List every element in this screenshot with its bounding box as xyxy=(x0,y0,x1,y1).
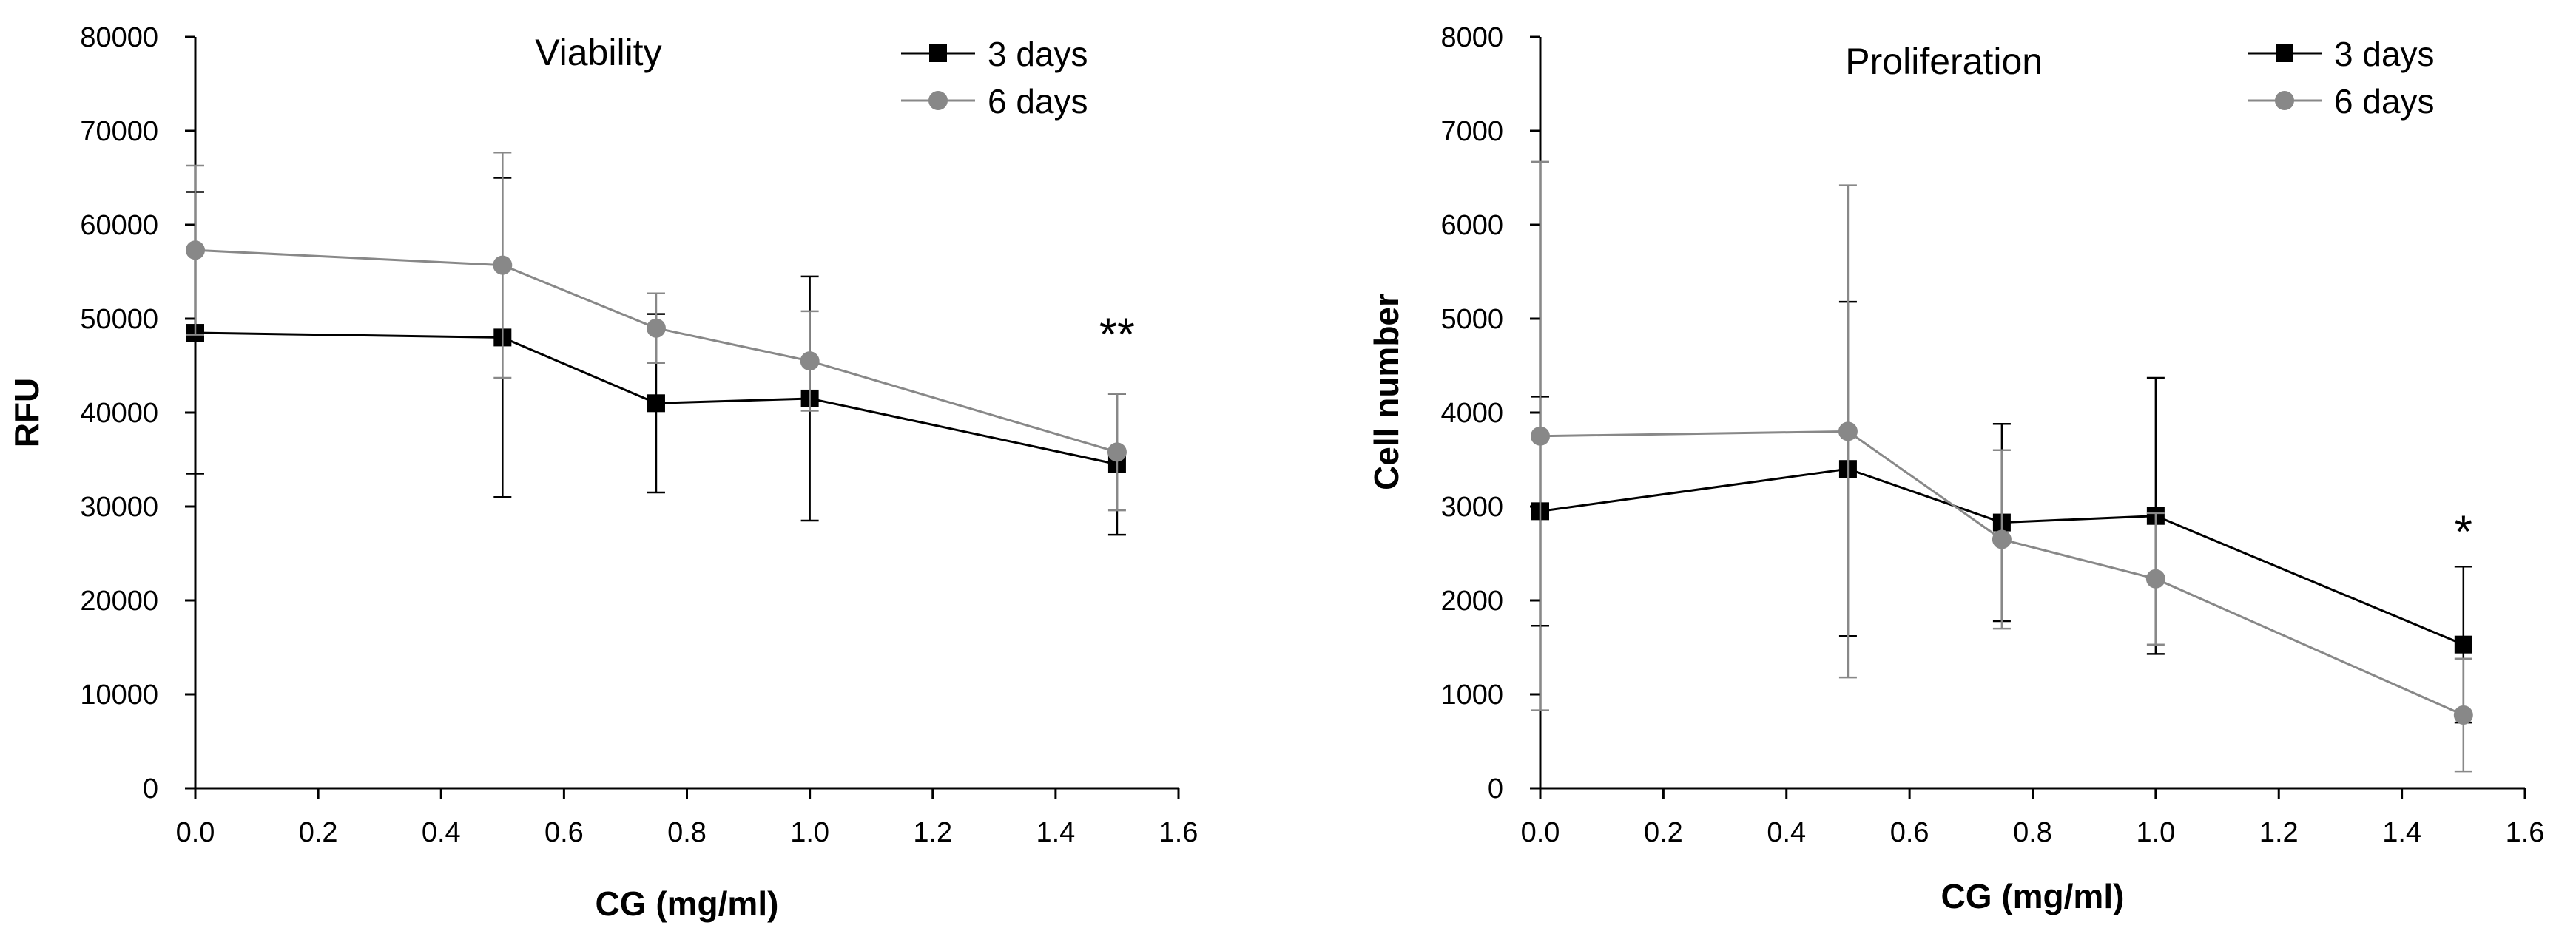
chart-2-series-2-point xyxy=(1531,426,1550,446)
chart-2-y-axis-label: Cell number xyxy=(1367,294,1406,490)
chart-1-y-tick-label: 50000 xyxy=(80,304,158,335)
chart-2-y-tick-label: 1000 xyxy=(1440,680,1503,711)
chart-1-y-axis-label: RFU xyxy=(7,378,46,448)
chart-2-y-tick-label: 3000 xyxy=(1440,492,1503,523)
chart-1-legend-marker xyxy=(928,91,948,110)
chart-1-y-tick-label: 80000 xyxy=(80,22,158,53)
chart-1-legend-item-2: 6 days xyxy=(901,82,1088,121)
chart-2-x-tick-label: 0.2 xyxy=(1644,817,1683,848)
chart-2-series-2-point xyxy=(2453,705,2473,725)
chart-2-legend-label: 3 days xyxy=(2334,35,2435,73)
chart-1-y-tick-label: 20000 xyxy=(80,586,158,617)
chart-2-legend-item-2: 6 days xyxy=(2248,82,2435,121)
chart-2-series-2-point xyxy=(1838,421,1858,441)
chart-2: 0 1000 2000 3000 4000 5000 6000 7000 8000 0.0 0.2 0… xyxy=(1367,22,2544,915)
chart-1-y-tick-label: 40000 xyxy=(80,398,158,429)
chart-1-x-tick-label: 1.2 xyxy=(913,817,952,848)
chart-1-y-tick-label: 70000 xyxy=(80,116,158,147)
chart-2-legend-marker xyxy=(2275,91,2294,110)
chart-2-y-tick-label: 7000 xyxy=(1440,116,1503,147)
chart-2-legend-label: 6 days xyxy=(2334,82,2435,121)
chart-2-x-tick-label: 1.6 xyxy=(2506,817,2545,848)
chart-1-legend-label: 6 days xyxy=(988,82,1088,121)
chart-1-series-2-point xyxy=(493,255,513,275)
chart-1-series-2-point xyxy=(1107,442,1127,462)
chart-2-legend-marker xyxy=(2276,44,2293,62)
chart-2-y-tick-label: 6000 xyxy=(1440,210,1503,241)
chart-1-legend-item-1: 3 days xyxy=(901,35,1088,73)
chart-2-y-tick-label: 0 xyxy=(1488,773,1503,805)
chart-1-significance-label: ** xyxy=(1099,310,1135,361)
chart-1-x-tick-label: 0.0 xyxy=(176,817,215,848)
chart-2-significance-label: * xyxy=(2455,507,2472,558)
chart-1-x-tick-label: 0.2 xyxy=(299,817,338,848)
chart-2-series-2-point xyxy=(2145,569,2165,589)
chart-1-series-2-point xyxy=(646,318,666,338)
chart-2-x-axis-label: CG (mg/ml) xyxy=(1941,877,2125,915)
chart-2-x-tick-label: 0.4 xyxy=(1767,817,1806,848)
chart-1-y-tick-label: 10000 xyxy=(80,680,158,711)
chart-1-legend-label: 3 days xyxy=(988,35,1088,73)
chart-2-x-tick-label: 1.0 xyxy=(2136,817,2175,848)
chart-2-y-tick-label: 2000 xyxy=(1440,586,1503,617)
chart-2-x-tick-label: 1.2 xyxy=(2259,817,2299,848)
chart-2-series-2-point xyxy=(1992,529,2012,549)
chart-1-x-tick-label: 1.0 xyxy=(790,817,829,848)
chart-2-y-tick-label: 8000 xyxy=(1440,22,1503,53)
chart-1-x-axis-label: CG (mg/ml) xyxy=(596,884,779,923)
chart-2-title: Proliferation xyxy=(1845,41,2043,82)
chart-1: 0 10000 20000 30000 40000 50000 60000 70000 8000… xyxy=(7,22,1198,923)
chart-2-legend-item-1: 3 days xyxy=(2248,35,2435,73)
chart-1-series-2-point xyxy=(186,240,205,260)
chart-2-y-tick-label: 4000 xyxy=(1440,398,1503,429)
chart-2-x-tick-label: 1.4 xyxy=(2382,817,2421,848)
chart-1-x-tick-label: 0.8 xyxy=(667,817,707,848)
chart-2-x-tick-label: 0.8 xyxy=(2013,817,2052,848)
chart-1-series-1-point xyxy=(647,394,665,413)
chart-2-y-tick-label: 5000 xyxy=(1440,304,1503,335)
chart-1-y-tick-label: 60000 xyxy=(80,210,158,241)
chart-2-series-2 xyxy=(1531,160,2473,773)
chart-2-series-1-point xyxy=(2454,635,2472,654)
chart-1-y-tick-label: 0 xyxy=(143,773,158,805)
chart-1-series-2-point xyxy=(800,351,820,371)
chart-1-x-tick-label: 1.4 xyxy=(1036,817,1075,848)
chart-1-y-tick-label: 30000 xyxy=(80,492,158,523)
chart-2-x-tick-label: 0.6 xyxy=(1890,817,1929,848)
chart-2-x-tick-label: 0.0 xyxy=(1521,817,1560,848)
chart-1-series-2 xyxy=(186,151,1127,512)
chart-1-legend-marker xyxy=(929,44,947,62)
chart-1-x-tick-label: 0.6 xyxy=(544,817,584,848)
chart-1-x-tick-label: 0.4 xyxy=(422,817,461,848)
chart-1-x-tick-label: 1.6 xyxy=(1159,817,1198,848)
chart-1-title: Viability xyxy=(535,32,661,73)
